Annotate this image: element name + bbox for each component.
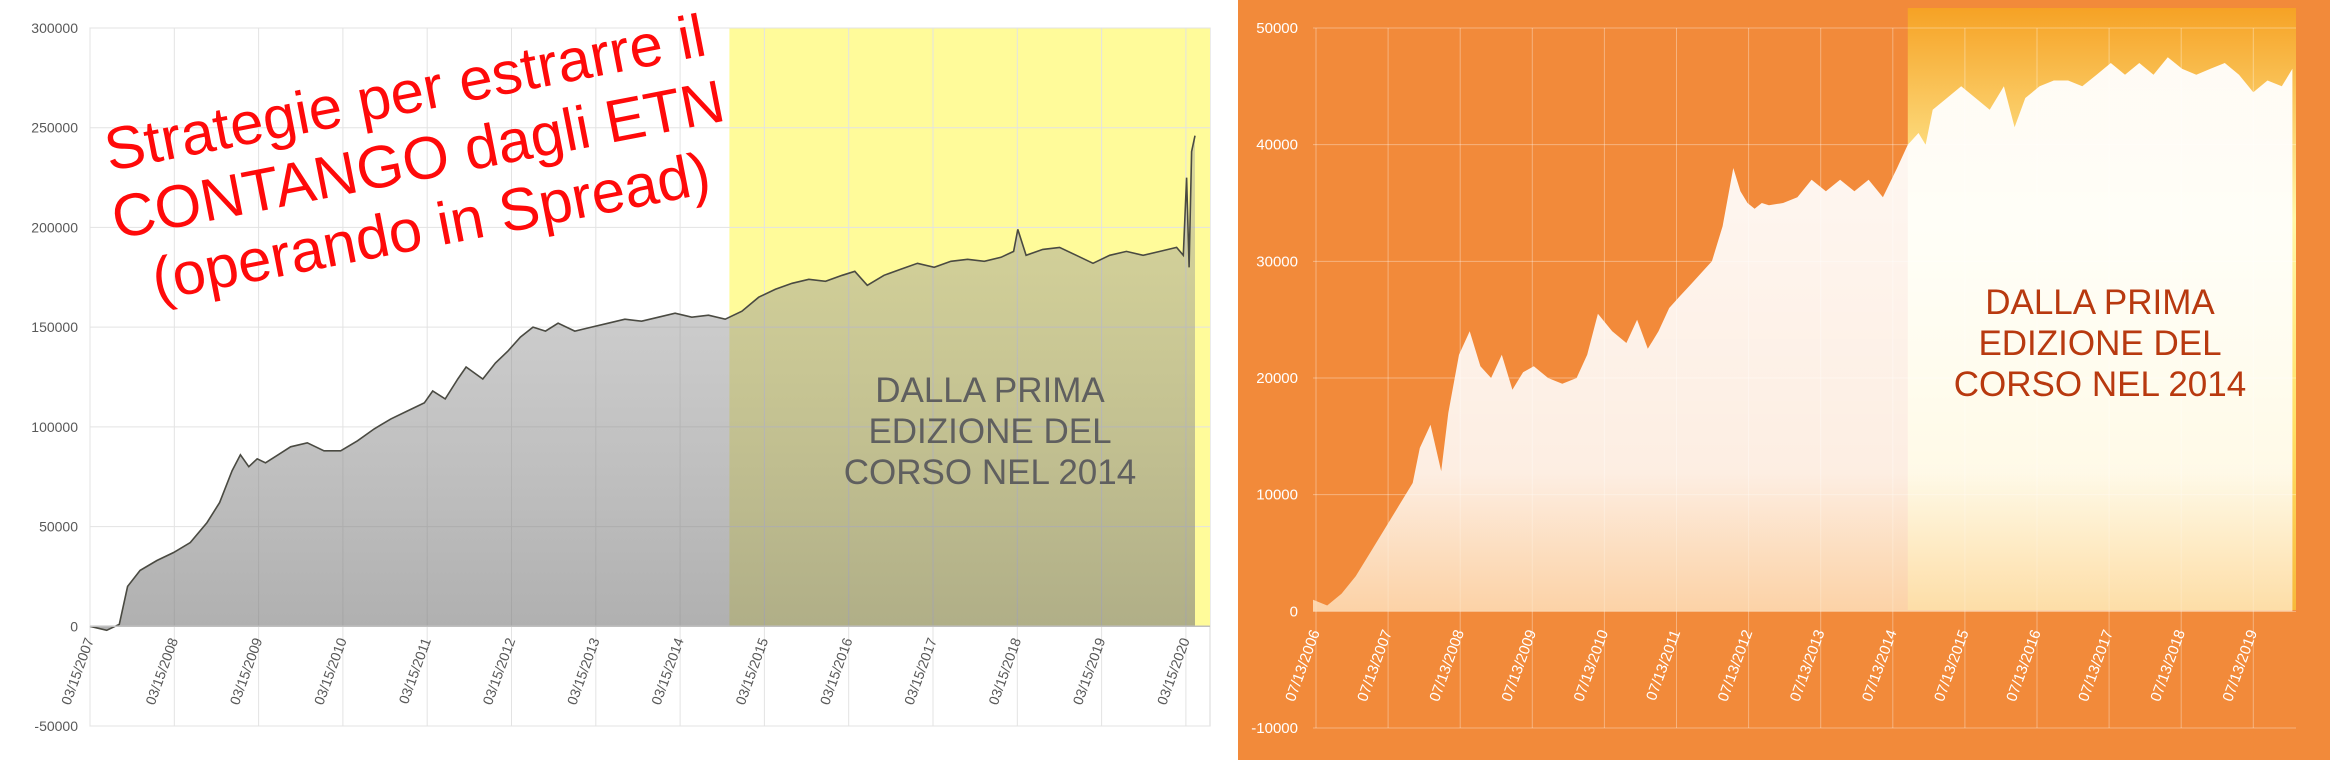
right-chart-panel: 50000 40000 30000 20000 10000 0 -10000 07/13/20… (1238, 0, 2330, 760)
annotation-line: EDIZIONE DEL (1978, 324, 2222, 363)
annotation-line: CORSO NEL 2014 (843, 453, 1137, 492)
y-tick-label: 0 (1290, 603, 1298, 620)
x-tick-label: 07/13/2019 (2219, 628, 2261, 704)
x-tick-label: 07/13/2017 (2075, 628, 2117, 704)
x-tick-label: 07/13/2008 (1426, 628, 1468, 704)
x-tick-label: 07/13/2011 (1643, 628, 1684, 703)
annotation-line: DALLA PRIMA (1985, 283, 2215, 322)
x-tick-label: 07/13/2014 (1859, 628, 1901, 704)
left-annotation: DALLA PRIMA EDIZIONE DEL CORSO NEL 2014 (800, 370, 1180, 493)
x-tick-label: 07/13/2013 (1787, 628, 1829, 704)
left-chart-panel: 300000 250000 200000 150000 100000 50000 0 -500… (31, 20, 1211, 734)
x-tick-label: 07/13/2010 (1571, 628, 1613, 704)
y-tick-label: -10000 (1251, 720, 1298, 737)
y-tick-label: 50000 (1256, 20, 1298, 37)
x-tick-label: 07/13/2015 (1931, 628, 1973, 704)
y-tick-label: 50000 (39, 519, 78, 535)
annotation-line: EDIZIONE DEL (868, 412, 1112, 451)
left-chart: 300000 250000 200000 150000 100000 50000 0 -500… (31, 20, 1211, 734)
right-chart: 50000 40000 30000 20000 10000 0 -10000 07/13/20… (1251, 8, 2296, 737)
y-tick-label: 300000 (31, 20, 78, 36)
annotation-line: CORSO NEL 2014 (1953, 365, 2247, 404)
x-tick-label: 07/13/2016 (2003, 628, 2045, 704)
y-tick-label: 20000 (1256, 370, 1298, 387)
y-tick-label: 10000 (1256, 487, 1298, 504)
y-tick-label: 30000 (1256, 253, 1298, 270)
y-tick-label: 0 (70, 618, 78, 634)
equity-area (90, 135, 1195, 631)
y-tick-label: 40000 (1256, 137, 1298, 154)
y-tick-label: 200000 (31, 219, 78, 235)
x-tick-label: 07/13/2018 (2147, 628, 2189, 704)
y-tick-label: 150000 (31, 319, 78, 335)
x-tick-label: 07/13/2006 (1282, 628, 1324, 704)
annotation-line: DALLA PRIMA (875, 371, 1105, 410)
y-tick-label: -50000 (34, 718, 78, 734)
y-tick-label: 250000 (31, 120, 78, 136)
right-annotation: DALLA PRIMA EDIZIONE DEL CORSO NEL 2014 (1900, 282, 2300, 405)
x-tick-label: 07/13/2009 (1498, 628, 1540, 704)
equity-line (89, 135, 1196, 632)
equity-area (1313, 57, 2293, 612)
x-tick-label: 07/13/2012 (1715, 628, 1757, 704)
x-tick-label: 07/13/2007 (1354, 628, 1396, 704)
y-tick-label: 100000 (31, 419, 78, 435)
